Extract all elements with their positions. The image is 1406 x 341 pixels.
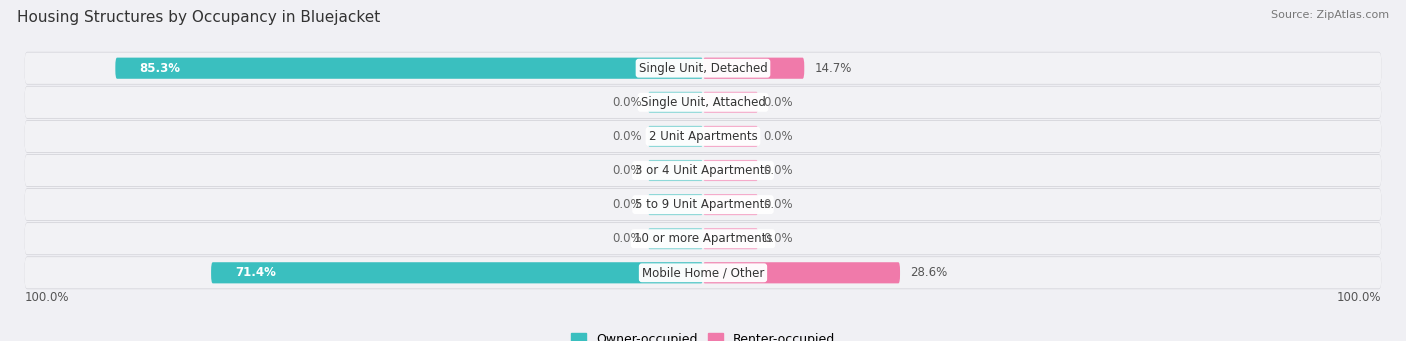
FancyBboxPatch shape — [24, 86, 1382, 119]
FancyBboxPatch shape — [24, 154, 1382, 187]
FancyBboxPatch shape — [24, 155, 1382, 186]
FancyBboxPatch shape — [24, 52, 1382, 85]
Text: 5 to 9 Unit Apartments: 5 to 9 Unit Apartments — [636, 198, 770, 211]
Text: Single Unit, Detached: Single Unit, Detached — [638, 62, 768, 75]
Text: 0.0%: 0.0% — [763, 164, 793, 177]
FancyBboxPatch shape — [703, 58, 804, 79]
FancyBboxPatch shape — [24, 223, 1382, 254]
FancyBboxPatch shape — [24, 87, 1382, 118]
FancyBboxPatch shape — [24, 222, 1382, 255]
FancyBboxPatch shape — [703, 92, 758, 113]
Text: 10 or more Apartments: 10 or more Apartments — [634, 232, 772, 245]
Text: 3 or 4 Unit Apartments: 3 or 4 Unit Apartments — [636, 164, 770, 177]
Text: 100.0%: 100.0% — [1337, 291, 1382, 304]
FancyBboxPatch shape — [703, 262, 900, 283]
Text: 0.0%: 0.0% — [763, 130, 793, 143]
FancyBboxPatch shape — [648, 194, 703, 215]
FancyBboxPatch shape — [24, 120, 1382, 153]
Text: 0.0%: 0.0% — [763, 198, 793, 211]
FancyBboxPatch shape — [648, 92, 703, 113]
FancyBboxPatch shape — [703, 126, 758, 147]
Text: 0.0%: 0.0% — [763, 232, 793, 245]
Text: 0.0%: 0.0% — [613, 96, 643, 109]
FancyBboxPatch shape — [24, 257, 1382, 288]
FancyBboxPatch shape — [703, 228, 758, 249]
FancyBboxPatch shape — [24, 256, 1382, 289]
FancyBboxPatch shape — [703, 160, 758, 181]
Text: Source: ZipAtlas.com: Source: ZipAtlas.com — [1271, 10, 1389, 20]
FancyBboxPatch shape — [115, 58, 703, 79]
FancyBboxPatch shape — [703, 194, 758, 215]
Text: Mobile Home / Other: Mobile Home / Other — [641, 266, 765, 279]
Text: 0.0%: 0.0% — [613, 164, 643, 177]
FancyBboxPatch shape — [24, 121, 1382, 152]
Text: 85.3%: 85.3% — [139, 62, 180, 75]
Text: 14.7%: 14.7% — [814, 62, 852, 75]
Text: Single Unit, Attached: Single Unit, Attached — [641, 96, 765, 109]
Legend: Owner-occupied, Renter-occupied: Owner-occupied, Renter-occupied — [567, 328, 839, 341]
FancyBboxPatch shape — [211, 262, 703, 283]
Text: 2 Unit Apartments: 2 Unit Apartments — [648, 130, 758, 143]
Text: 100.0%: 100.0% — [24, 291, 69, 304]
Text: 28.6%: 28.6% — [910, 266, 948, 279]
FancyBboxPatch shape — [648, 228, 703, 249]
Text: 0.0%: 0.0% — [613, 198, 643, 211]
FancyBboxPatch shape — [24, 189, 1382, 220]
FancyBboxPatch shape — [648, 126, 703, 147]
Text: 0.0%: 0.0% — [613, 130, 643, 143]
Text: 0.0%: 0.0% — [613, 232, 643, 245]
FancyBboxPatch shape — [24, 188, 1382, 221]
FancyBboxPatch shape — [24, 53, 1382, 84]
Text: 71.4%: 71.4% — [235, 266, 276, 279]
Text: Housing Structures by Occupancy in Bluejacket: Housing Structures by Occupancy in Bluej… — [17, 10, 380, 25]
FancyBboxPatch shape — [648, 160, 703, 181]
Text: 0.0%: 0.0% — [763, 96, 793, 109]
